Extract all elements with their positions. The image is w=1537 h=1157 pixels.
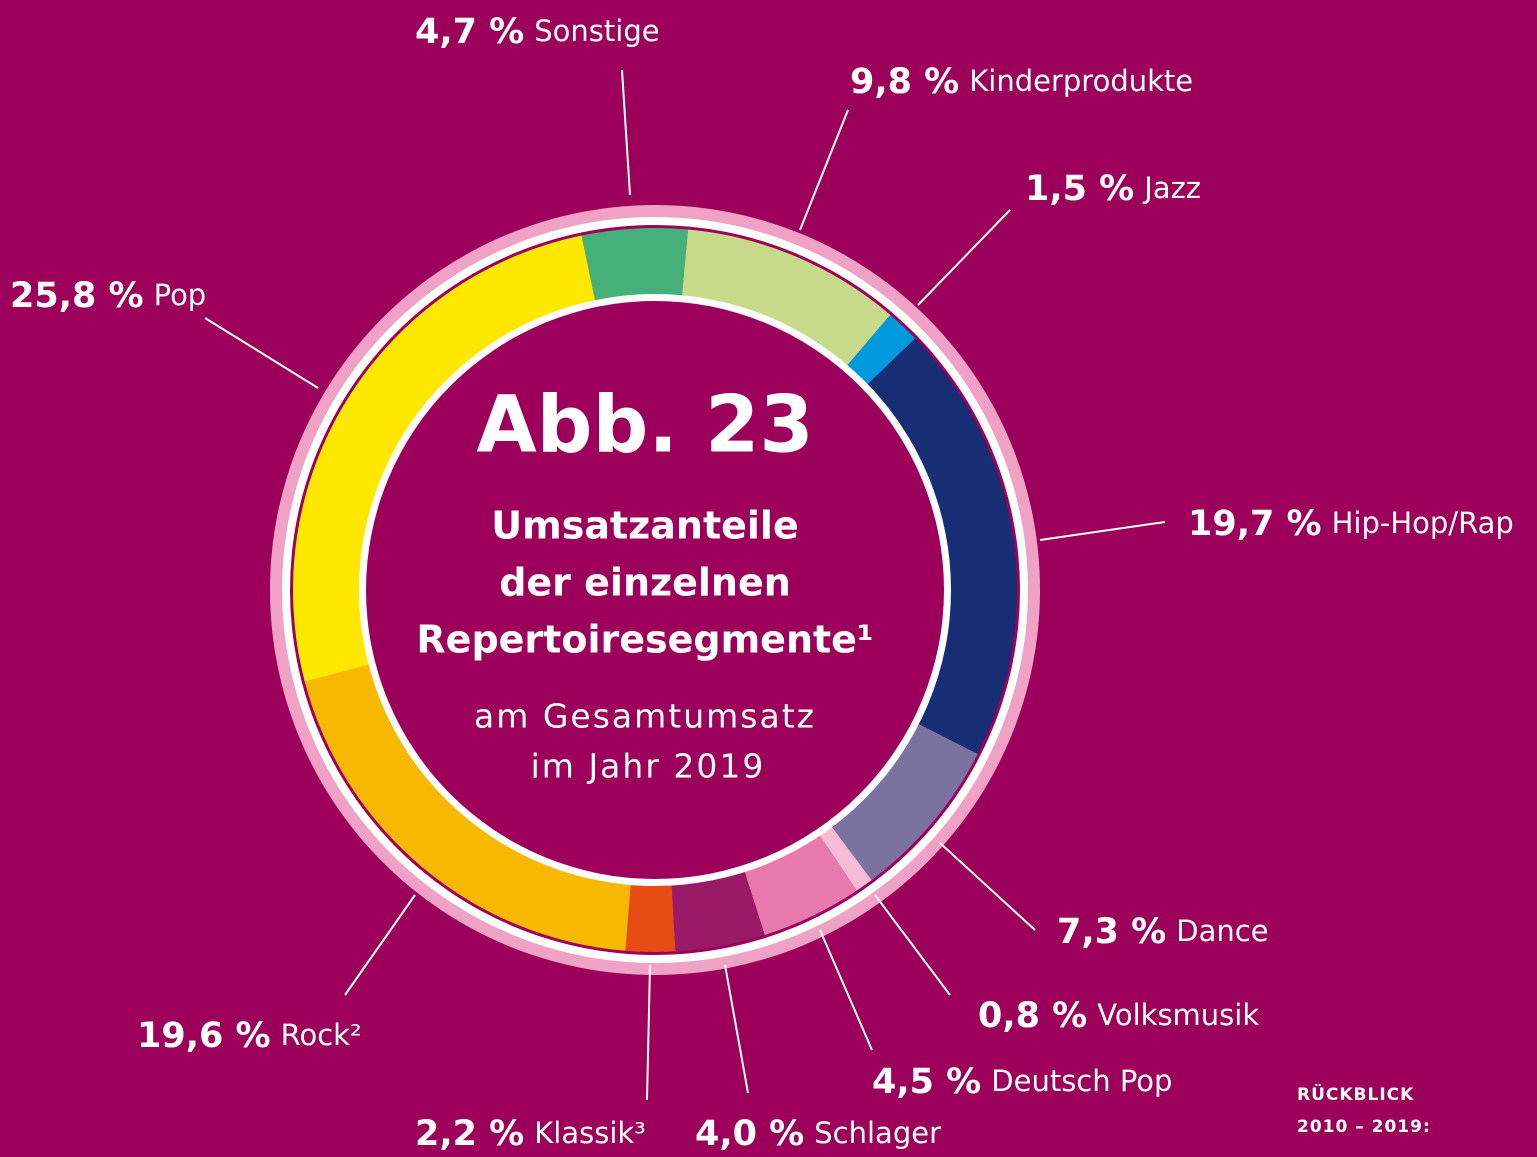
category-label: Dance [1176,914,1268,948]
donut-segment [292,235,596,682]
category-label: Jazz [1142,171,1201,205]
data-label: 2,2 % Klassik³ [415,1114,646,1154]
donut-segment [818,824,872,891]
data-label: 1,5 % Jazz [1025,169,1201,209]
center [366,301,944,879]
donut-segment [625,882,676,952]
leader-line [939,842,1036,931]
donut-segment [845,314,916,387]
category-label: Rock² [281,1018,362,1052]
category-label: Volksmusik [1097,998,1259,1032]
donut-segment [304,664,632,951]
value-label: 4,7 % [415,12,524,52]
leader-line [344,894,416,996]
leader-line [646,964,651,1101]
data-label: 4,7 % Sonstige [415,12,660,52]
footer-line: 2010 – 2019: [1297,1117,1431,1137]
value-label: 4,5 % [872,1062,981,1102]
category-label: Klassik³ [534,1116,646,1150]
footer-line: RÜCKBLICK [1297,1083,1414,1105]
subtitle-line: am Gesamtumsatz [474,697,816,736]
data-label: 25,8 % Pop [10,276,206,316]
data-label: 19,6 % Rock² [137,1016,362,1056]
category-label: Deutsch Pop [991,1064,1172,1098]
category-label: Sonstige [534,14,659,48]
leader-line [1039,521,1166,541]
donut-segment [671,869,765,952]
donut-segment [681,229,891,368]
value-label: 2,2 % [415,1114,524,1154]
data-label: 19,7 % Hip-Hop/Rap [1188,504,1514,544]
leader-line [819,929,873,1051]
donut-segment [830,722,978,881]
value-label: 4,0 % [695,1114,804,1154]
value-label: 19,7 % [1188,504,1322,544]
title-line: Umsatzanteile [491,504,798,548]
title-line: der einzelnen [499,561,791,605]
leader-line [621,69,631,196]
leader-line [204,317,319,389]
data-label: 4,0 % Schlager [695,1114,941,1154]
category-label: Schlager [814,1116,941,1150]
donut-segment [581,228,689,304]
leader-line [799,109,849,231]
value-label: 7,3 % [1057,912,1166,952]
data-label: 7,3 % Dance [1057,912,1269,952]
value-label: 19,6 % [137,1016,271,1056]
subtitle-line: im Jahr 2019 [531,747,766,786]
value-label: 25,8 % [10,276,144,316]
value-label: 1,5 % [1025,169,1134,209]
figure-label: Abb. 23 [476,380,813,470]
title-line: Repertoiresegmente¹ [416,618,873,662]
value-label: 0,8 % [978,996,1087,1036]
data-label: 9,8 % Kinderprodukte [850,62,1193,102]
data-label: 4,5 % Deutsch Pop [872,1062,1172,1102]
category-label: Kinderprodukte [969,64,1193,98]
data-label: 0,8 % Volksmusik [978,996,1259,1036]
donut-segment [865,338,1018,755]
leader-line [724,964,749,1094]
leader-line [917,209,1011,306]
leader-line [874,894,951,996]
category-label: Hip-Hop/Rap [1332,506,1514,540]
value-label: 9,8 % [850,62,959,102]
category-label: Pop [154,278,207,312]
